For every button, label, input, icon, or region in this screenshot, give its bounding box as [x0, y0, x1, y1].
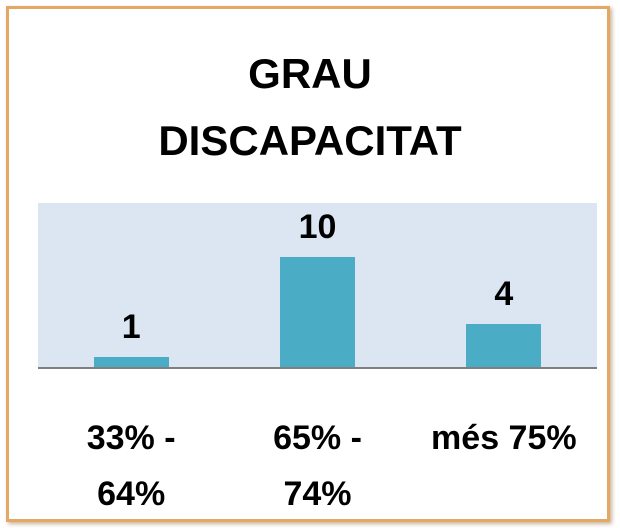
data-label: 1: [121, 307, 141, 346]
x-tick-label: 65% - 74%: [273, 419, 362, 513]
x-tick-label: 33% - 64%: [86, 419, 176, 513]
chart-title: GRAU DISCAPACITAT: [158, 50, 462, 164]
x-axis: [38, 367, 597, 369]
bar: [280, 257, 355, 368]
bar: [93, 356, 169, 368]
x-tick-label: més 75%: [431, 419, 577, 457]
bar: [466, 323, 542, 368]
data-label: 10: [298, 208, 337, 246]
data-label: 4: [494, 274, 514, 313]
